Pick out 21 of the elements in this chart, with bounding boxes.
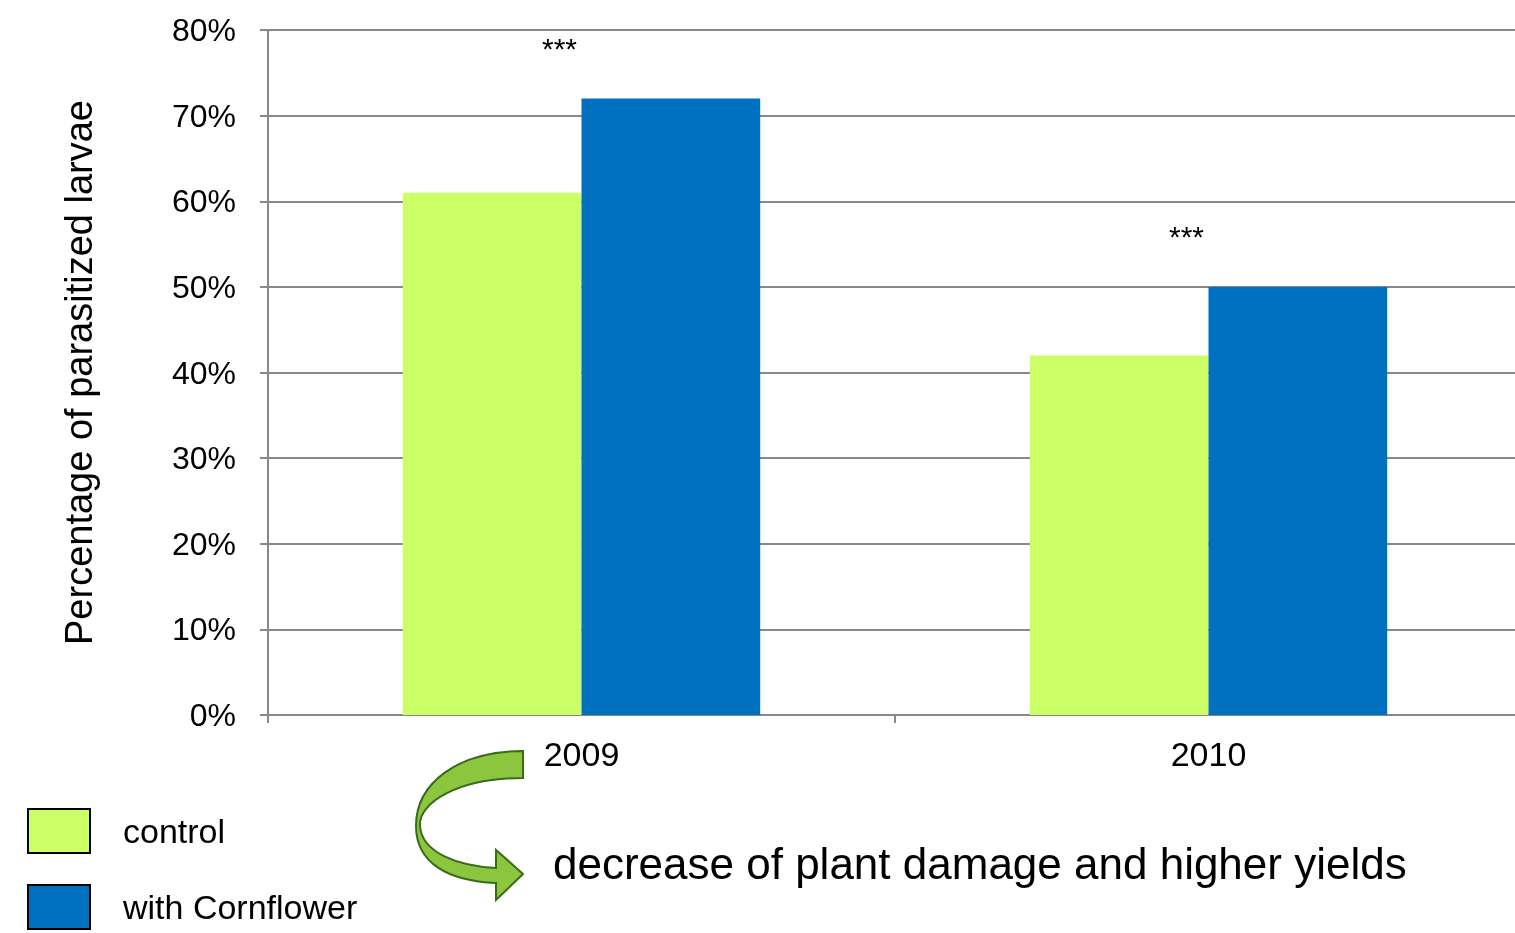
y-axis-title: Percentage of parasitized larvae bbox=[58, 100, 100, 645]
bar bbox=[402, 192, 582, 715]
bar bbox=[1208, 286, 1388, 715]
text: decrease of plant damage and higher yields bbox=[553, 838, 1407, 888]
y-tick-label: 20% bbox=[171, 525, 236, 562]
y-tick-label: 80% bbox=[171, 12, 236, 48]
legend-label: with Cornflower bbox=[122, 888, 358, 926]
x-tick-label: 2009 bbox=[543, 735, 620, 773]
y-tick-label: 50% bbox=[171, 268, 236, 305]
legend-label: control bbox=[123, 812, 226, 850]
y-tick-label: 40% bbox=[171, 354, 236, 391]
annotation: *** bbox=[1168, 220, 1205, 254]
bar bbox=[1029, 355, 1209, 715]
x-tick-label: 2010 bbox=[1170, 735, 1247, 773]
y-tick-label: 30% bbox=[171, 440, 236, 477]
bar bbox=[581, 98, 761, 715]
y-tick-label: 0% bbox=[189, 697, 236, 733]
y-tick-label: 60% bbox=[171, 183, 236, 220]
y-tick-label: 10% bbox=[171, 611, 236, 648]
y-tick-label: 70% bbox=[171, 97, 236, 134]
annotation: *** bbox=[541, 32, 578, 65]
